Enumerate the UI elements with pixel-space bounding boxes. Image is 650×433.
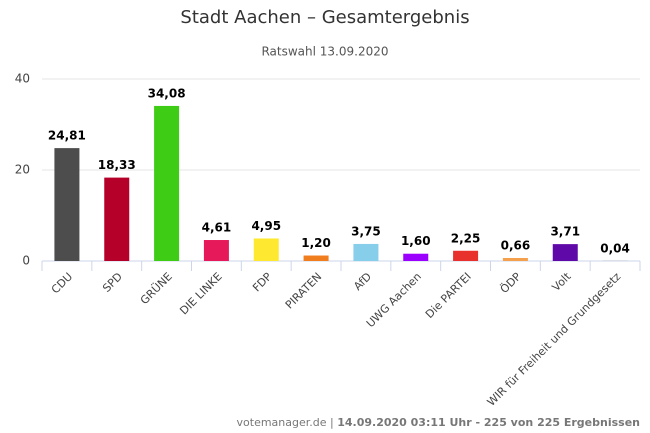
- x-tick-label: CDU: [49, 270, 75, 296]
- x-tick-label: SPD: [100, 270, 125, 295]
- y-tick-label: 40: [15, 72, 30, 86]
- bar: [453, 250, 479, 261]
- value-label: 1,20: [301, 236, 331, 250]
- value-label: 34,08: [148, 86, 186, 100]
- value-label: 0,66: [501, 238, 531, 252]
- bar: [502, 257, 528, 261]
- x-tick-label: FDP: [250, 270, 275, 295]
- value-label: 4,95: [251, 219, 281, 233]
- bar: [403, 253, 429, 261]
- value-label: 2,25: [451, 231, 481, 245]
- chart-title: Stadt Aachen – Gesamtergebnis: [180, 7, 469, 28]
- credits-source: votemanager.de |: [237, 416, 334, 429]
- credits: votemanager.de | 14.09.2020 03:11 Uhr - …: [237, 416, 640, 429]
- bar: [154, 105, 180, 261]
- bar: [54, 148, 80, 261]
- credits-detail: 14.09.2020 03:11 Uhr - 225 von 225 Ergeb…: [337, 416, 640, 429]
- x-tick-label: ÖDP: [498, 270, 524, 296]
- value-label: 4,61: [202, 221, 232, 235]
- bar: [303, 255, 329, 261]
- bar: [104, 177, 130, 261]
- x-tick-label: DIE LINKE: [177, 270, 224, 317]
- value-label: 0,04: [600, 241, 630, 255]
- x-tick-label: PIRATEN: [283, 270, 324, 311]
- y-tick-label: 0: [22, 254, 30, 268]
- x-tick-label: Volt: [550, 270, 574, 294]
- value-label: 1,60: [401, 234, 431, 248]
- x-tick-label: AfD: [351, 270, 374, 293]
- x-tick-label: Die PARTEI: [423, 270, 474, 321]
- bar: [203, 240, 229, 261]
- y-tick-label: 20: [15, 163, 30, 177]
- bar: [253, 238, 279, 261]
- value-label: 18,33: [98, 158, 136, 172]
- value-label: 24,81: [48, 129, 86, 143]
- value-label: 3,75: [351, 224, 381, 238]
- x-tick-label: GRÜNE: [138, 270, 175, 307]
- chart-subtitle: Ratswahl 13.09.2020: [261, 45, 388, 59]
- value-label: 3,71: [550, 225, 580, 239]
- bar: [552, 244, 578, 261]
- bar: [353, 243, 379, 261]
